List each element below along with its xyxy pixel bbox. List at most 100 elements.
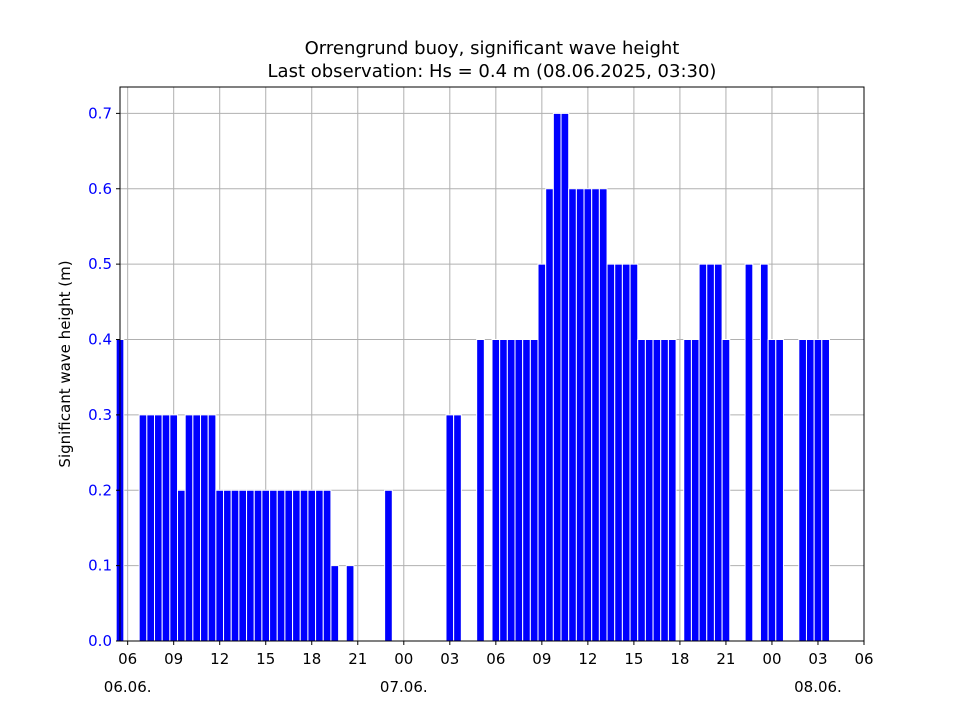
bar <box>744 263 754 642</box>
bars <box>115 112 830 642</box>
bar <box>253 489 263 642</box>
bar <box>491 339 501 642</box>
bar <box>759 263 769 642</box>
x-tick-label: 15 <box>256 650 275 668</box>
date-label: 08.06. <box>794 678 842 696</box>
bar <box>230 489 240 642</box>
bar <box>506 339 516 642</box>
y-tick-label: 0.4 <box>88 331 112 349</box>
bar <box>537 263 547 642</box>
bar <box>560 112 570 642</box>
y-tick-label: 0.5 <box>88 255 112 273</box>
y-tick-label: 0.7 <box>88 104 112 122</box>
x-tick-label: 06 <box>486 650 505 668</box>
bar <box>575 188 585 642</box>
bar <box>146 414 156 642</box>
bar <box>805 339 815 642</box>
bar <box>629 263 639 642</box>
bar <box>192 414 202 642</box>
x-tick-label: 21 <box>348 650 367 668</box>
bar <box>207 414 217 642</box>
bar <box>384 489 393 642</box>
bar <box>637 339 646 642</box>
bar <box>284 489 294 642</box>
bar <box>690 339 700 642</box>
bar <box>345 565 355 642</box>
x-tick-label: 09 <box>532 650 551 668</box>
bar <box>200 414 209 642</box>
chart-title: Orrengrund buoy, significant wave height <box>305 38 680 59</box>
bar <box>445 414 455 642</box>
bar <box>652 339 662 642</box>
bar <box>713 263 723 642</box>
bar <box>223 489 232 642</box>
bar <box>767 339 777 642</box>
x-tick-label: 12 <box>578 650 597 668</box>
bar <box>522 339 531 642</box>
bar <box>706 263 715 642</box>
bar <box>315 489 324 642</box>
x-tick-label: 03 <box>440 650 459 668</box>
bar <box>292 489 301 642</box>
bar <box>798 339 807 642</box>
chart-subtitle: Last observation: Hs = 0.4 m (08.06.2025… <box>268 61 717 82</box>
x-tick-label: 18 <box>670 650 689 668</box>
bar <box>215 489 225 642</box>
bar <box>775 339 784 642</box>
date-label: 06.06. <box>104 678 152 696</box>
plot-frame <box>119 86 865 642</box>
y-tick-label: 0.1 <box>88 557 112 575</box>
y-tick-label: 0.6 <box>88 180 112 198</box>
bar <box>821 339 830 642</box>
y-tick-label: 0.3 <box>88 406 112 424</box>
bar <box>683 339 692 642</box>
bar <box>307 489 317 642</box>
bar <box>660 339 669 642</box>
bar <box>177 489 186 642</box>
y-tick-label: 0.0 <box>88 632 112 650</box>
x-tick-label: 00 <box>394 650 413 668</box>
bar <box>138 414 148 642</box>
bar <box>606 263 616 642</box>
bar <box>246 489 255 642</box>
bar <box>698 263 708 642</box>
bar <box>514 339 524 642</box>
bar <box>299 489 309 642</box>
bar <box>154 414 163 642</box>
bar <box>499 339 508 642</box>
x-tick-label: 21 <box>716 650 735 668</box>
bar <box>545 188 554 642</box>
bar <box>261 489 271 642</box>
axis-ticks: 0.0 0.1 0.2 0.3 0.4 0.5 0.6 0.7 06 09 12 15 18 21 00 03… <box>88 104 873 696</box>
bar <box>322 489 332 642</box>
bar <box>476 339 485 642</box>
x-tick-label: 12 <box>210 650 229 668</box>
x-tick-label: 09 <box>164 650 183 668</box>
bar <box>552 112 562 642</box>
bar <box>667 339 677 642</box>
x-tick-label: 06 <box>118 650 137 668</box>
y-axis-label: Significant wave height (m) <box>56 260 74 467</box>
bar <box>721 339 731 642</box>
bar <box>529 339 539 642</box>
bar <box>644 339 654 642</box>
bar <box>184 414 194 642</box>
x-tick-label: 00 <box>762 650 781 668</box>
bar <box>330 565 340 642</box>
bar <box>169 414 179 642</box>
bar <box>583 188 593 642</box>
bar <box>453 414 462 642</box>
date-label: 07.06. <box>380 678 428 696</box>
x-tick-label: 18 <box>302 650 321 668</box>
y-tick-label: 0.2 <box>88 481 112 499</box>
x-tick-label: 15 <box>624 650 643 668</box>
bar <box>568 188 577 642</box>
x-tick-label: 03 <box>808 650 827 668</box>
bar <box>269 489 278 642</box>
x-tick-label: 06 <box>854 650 873 668</box>
bar <box>276 489 286 642</box>
bar <box>813 339 823 642</box>
bar <box>238 489 248 642</box>
bar <box>598 188 608 642</box>
bar <box>161 414 171 642</box>
